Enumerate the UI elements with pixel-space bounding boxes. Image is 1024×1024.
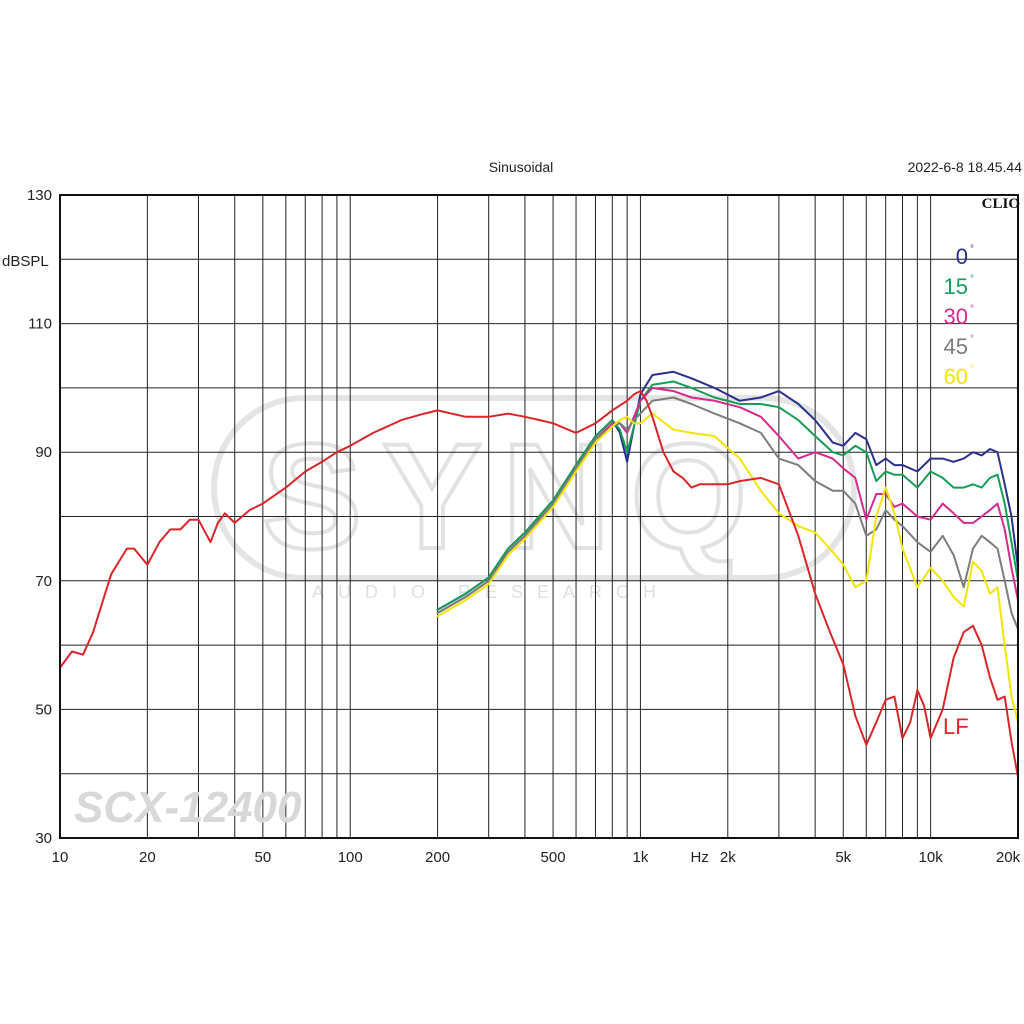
x-tick-label: 100 xyxy=(338,849,363,866)
degree-symbol-icon: ° xyxy=(970,274,974,285)
synq-watermark-logo: SYNQ AUDIO RESEARCH xyxy=(211,395,857,602)
legend-entry-lf: LF xyxy=(943,714,969,739)
x-tick-label: Hz xyxy=(690,849,708,866)
x-tick-labels: 10 20 50 100 200 500 1k Hz 2k 5k 10k 20k xyxy=(52,849,1021,866)
x-tick-label: 20 xyxy=(139,849,156,866)
plot-frame xyxy=(59,194,1019,839)
legend-entry-15: 15 xyxy=(944,274,968,299)
series-line-15 xyxy=(436,380,1019,611)
x-tick-label: 200 xyxy=(425,849,450,866)
model-watermark: SCX-12400 xyxy=(74,783,302,832)
y-tick-labels: 130 110 90 70 50 30 xyxy=(27,187,52,847)
legend: 0 °15 °30 °45 °60 °LF xyxy=(943,244,974,739)
series-layer xyxy=(59,370,1019,778)
y-tick-label: 130 xyxy=(27,187,52,204)
x-tick-label: 5k xyxy=(835,849,851,866)
y-tick-label: 30 xyxy=(35,830,52,847)
x-tick-label: 10k xyxy=(919,849,944,866)
chart-grid xyxy=(60,195,1018,838)
watermark-subtext: AUDIO RESEARCH xyxy=(312,582,670,602)
y-tick-label: 50 xyxy=(35,701,52,718)
x-tick-label: 500 xyxy=(541,849,566,866)
x-tick-label: 10 xyxy=(52,849,69,866)
legend-entry-60: 60 xyxy=(944,364,968,389)
series-line-45 xyxy=(436,396,1019,630)
y-axis-label: dBSPL xyxy=(2,253,49,270)
degree-symbol-icon: ° xyxy=(970,304,974,315)
degree-symbol-icon: ° xyxy=(970,244,974,255)
x-tick-label: 2k xyxy=(720,849,736,866)
clio-logo-text: CLIO xyxy=(982,196,1020,212)
timestamp-label: 2022-6-8 18.45.44 xyxy=(908,159,1023,175)
legend-entry-0: 0 xyxy=(956,244,968,269)
degree-symbol-icon: ° xyxy=(970,364,974,375)
x-tick-label: 1k xyxy=(633,849,649,866)
x-tick-label: 20k xyxy=(996,849,1021,866)
y-tick-label: 70 xyxy=(35,573,52,590)
y-tick-label: 90 xyxy=(35,444,52,461)
legend-entry-30: 30 xyxy=(944,304,968,329)
series-line-lf xyxy=(59,390,1019,778)
series-line-60 xyxy=(436,412,1019,724)
y-tick-label: 110 xyxy=(28,316,52,333)
degree-symbol-icon: ° xyxy=(970,334,974,345)
x-tick-label: 50 xyxy=(255,849,272,866)
measurement-mode-label: Sinusoidal xyxy=(489,159,554,175)
watermark-text: SYNQ xyxy=(262,412,767,580)
legend-entry-45: 45 xyxy=(944,334,968,359)
